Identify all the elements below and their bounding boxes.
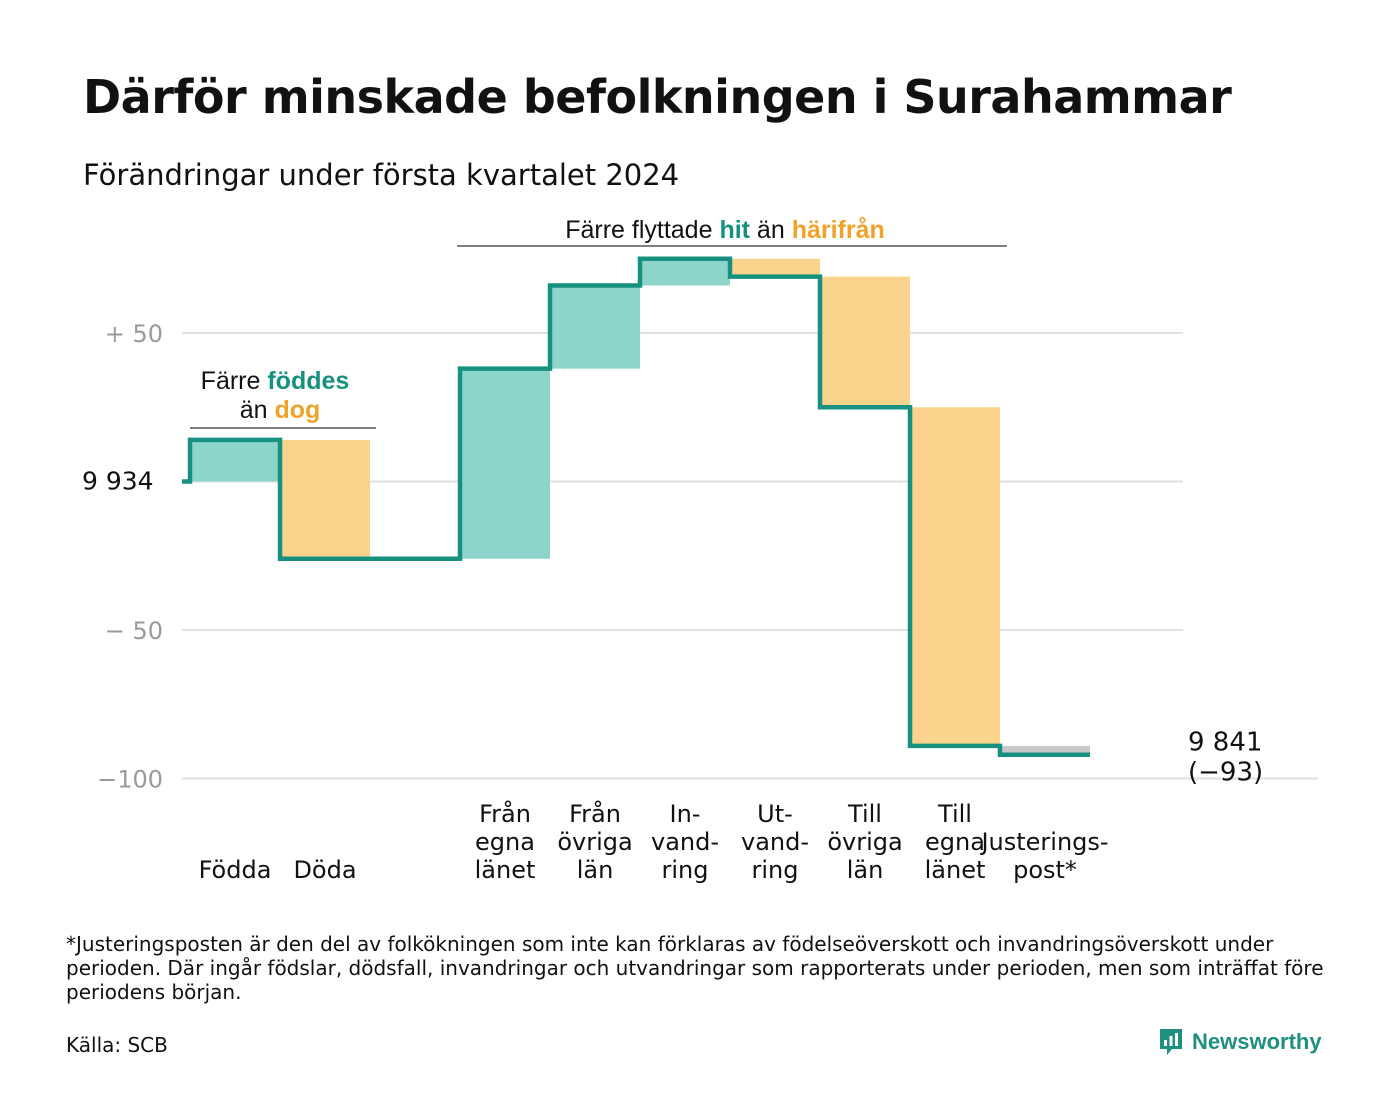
category-label: vand- (651, 828, 719, 856)
bar-decrease (280, 439, 370, 559)
category-label: egna (925, 828, 985, 856)
annotation-migration: Färre flyttade hit än härifrån (565, 216, 885, 244)
category-label: ring (662, 856, 709, 884)
category-label: Från (569, 799, 621, 828)
category-label: Justerings- (979, 828, 1108, 856)
category-label: post* (1013, 856, 1077, 884)
end-change-label: (−93) (1188, 758, 1263, 788)
bar-increase (460, 368, 550, 559)
newsworthy-logo: Newsworthy (1158, 1027, 1322, 1057)
bar-decrease (730, 258, 820, 277)
category-label: län (847, 856, 884, 884)
bar-decrease (820, 276, 910, 408)
chart-subtitle: Förändringar under första kvartalet 2024 (83, 158, 680, 192)
y-tick-label: −100 (97, 766, 163, 794)
category-label: länet (925, 856, 986, 884)
bar-increase (550, 285, 640, 369)
category-label: ring (752, 856, 799, 884)
bar-increase (640, 258, 730, 286)
y-tick-label: + 50 (105, 320, 163, 348)
category-label: övriga (557, 828, 632, 856)
category-label: Från (479, 799, 531, 828)
logo-text: Newsworthy (1192, 1029, 1322, 1054)
running-total-line (182, 256, 1090, 757)
bar-chart-speech-bubble-icon (1160, 1029, 1182, 1055)
bar-decrease (910, 407, 1000, 746)
category-label: länet (475, 856, 536, 884)
start-value-label: 9 934 (82, 467, 154, 496)
category-label: egna (475, 828, 535, 856)
y-tick-label: − 50 (105, 617, 163, 645)
waterfall-chart: + 50 − 50 −100 9 934 9 841(−93) Födda Döda Frå… (82, 216, 1318, 884)
annotation-deaths: än dog (240, 396, 321, 424)
annotation-births: Färre föddes (201, 367, 350, 395)
end-value-label: 9 841 (1188, 728, 1262, 758)
chart-title: Därför minskade befolkningen i Surahamma… (83, 70, 1232, 124)
category-label: vand- (741, 828, 809, 856)
bar-adjustment (1000, 745, 1090, 755)
category-label: In- (670, 800, 701, 828)
bar-increase (190, 439, 280, 482)
footnote: *Justeringsposten är den del av folkökni… (66, 932, 1324, 1004)
category-label: Ut- (757, 800, 793, 828)
category-label: Till (847, 800, 882, 828)
category-label: län (577, 856, 614, 884)
source-label: Källa: SCB (66, 1033, 168, 1057)
category-label: övriga (827, 828, 902, 856)
category-label: Döda (293, 856, 356, 884)
category-label: Till (937, 800, 972, 828)
category-label: Födda (199, 856, 272, 884)
